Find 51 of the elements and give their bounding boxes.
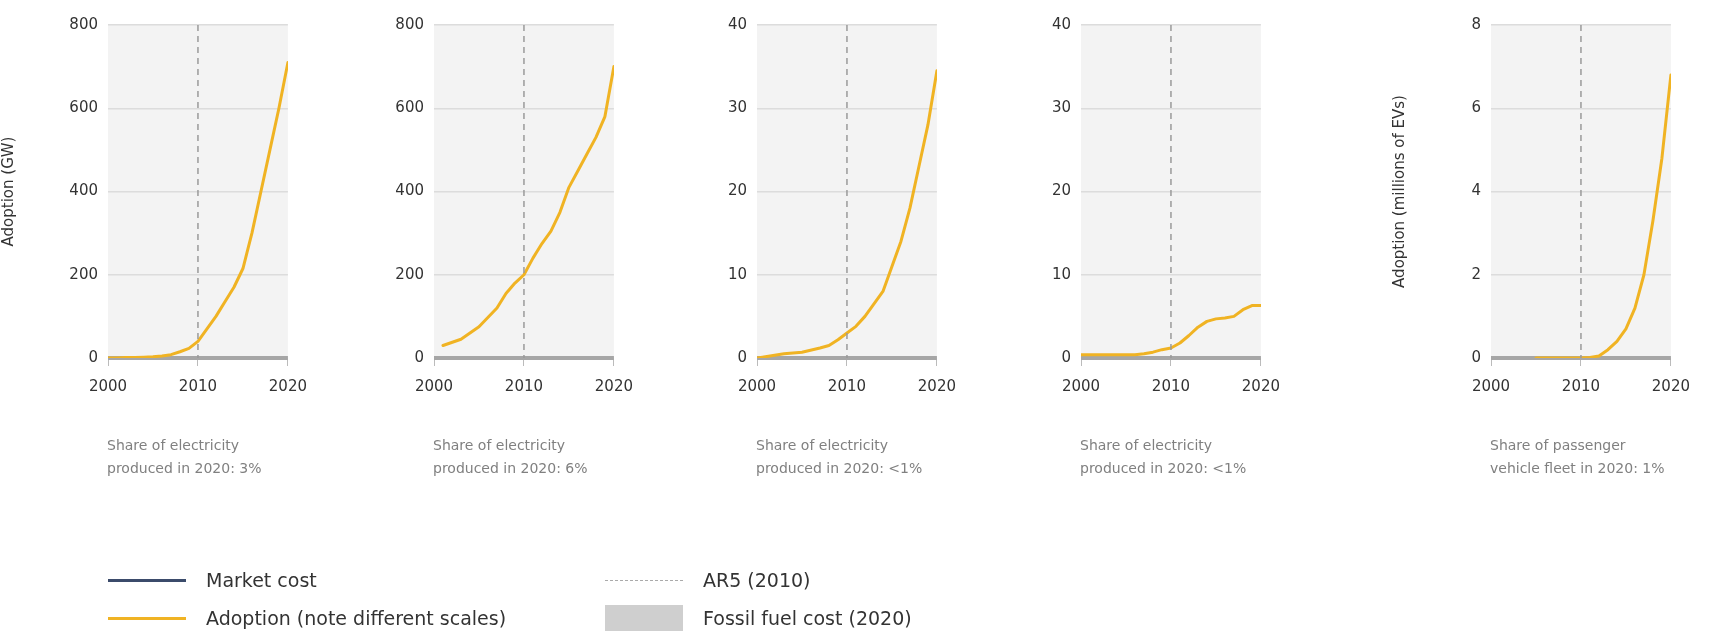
text: Adoption (note different scales) (206, 607, 507, 629)
x-axis-title: Share of electricity produced in 2020: 3% (107, 436, 263, 478)
x-tick-label: 2010 (827, 376, 867, 395)
x-axis-title: Share of electricity produced in 2020: <1% (1080, 436, 1248, 478)
x-tick-label: 2020 (1241, 376, 1281, 395)
y-tick-label: 0 (737, 347, 747, 366)
y-tick-label: 600 (395, 98, 424, 117)
x-tick-label: 2010 (178, 376, 218, 395)
x-tick-label: 2000 (1061, 376, 1101, 395)
x-axis-title: Share of electricity produced in 2020: <1% (756, 436, 924, 478)
y-tick-label: 0 (88, 347, 98, 366)
y-tick-label: 40 (1051, 14, 1071, 33)
y-tick-label: 0 (414, 347, 424, 366)
y-tick-label: 10 (1051, 264, 1071, 283)
y-tick-label: 20 (727, 181, 747, 200)
y-tick-label: 30 (1051, 98, 1071, 117)
x-tick-label: 2020 (268, 376, 308, 395)
text: AR5 (2010) (703, 569, 811, 591)
x-axis-title: Share of passenger vehicle fleet in 2020: 1% (1490, 436, 1665, 478)
y-tick-label: 200 (69, 264, 98, 283)
y-tick-label: 600 (69, 98, 98, 117)
x-tick-label: 2000 (737, 376, 777, 395)
y-tick-label: 4 (1471, 181, 1481, 200)
x-tick-label: 2010 (504, 376, 544, 395)
x-tick-label: 2010 (1151, 376, 1191, 395)
y-axis-title: Adoption (millions of EVs) (1389, 95, 1408, 288)
y-tick-label: 0 (1471, 347, 1481, 366)
y-tick-label: 10 (727, 264, 747, 283)
y-tick-label: 30 (727, 98, 747, 117)
y-tick-label: 2 (1471, 264, 1481, 283)
x-tick-label: 2020 (1651, 376, 1691, 395)
text: Market cost (206, 569, 317, 591)
text: Fossil fuel cost (2020) (703, 607, 912, 629)
x-tick-label: 2000 (1471, 376, 1511, 395)
x-axis-title: Share of electricity produced in 2020: 6% (433, 436, 589, 478)
y-tick-label: 8 (1471, 14, 1481, 33)
y-tick-label: 40 (727, 14, 747, 33)
y-axis-title: Adoption (GW) (0, 136, 17, 247)
x-tick-label: 2000 (414, 376, 454, 395)
x-tick-label: 2000 (88, 376, 128, 395)
y-tick-label: 0 (1061, 347, 1071, 366)
y-tick-label: 800 (69, 14, 98, 33)
x-tick-label: 2020 (594, 376, 634, 395)
y-tick-label: 6 (1471, 98, 1481, 117)
x-tick-label: 2010 (1561, 376, 1601, 395)
y-tick-label: 20 (1051, 181, 1071, 200)
y-tick-label: 200 (395, 264, 424, 283)
y-tick-label: 800 (395, 14, 424, 33)
y-tick-label: 400 (395, 181, 424, 200)
x-tick-label: 2020 (917, 376, 957, 395)
y-tick-label: 400 (69, 181, 98, 200)
